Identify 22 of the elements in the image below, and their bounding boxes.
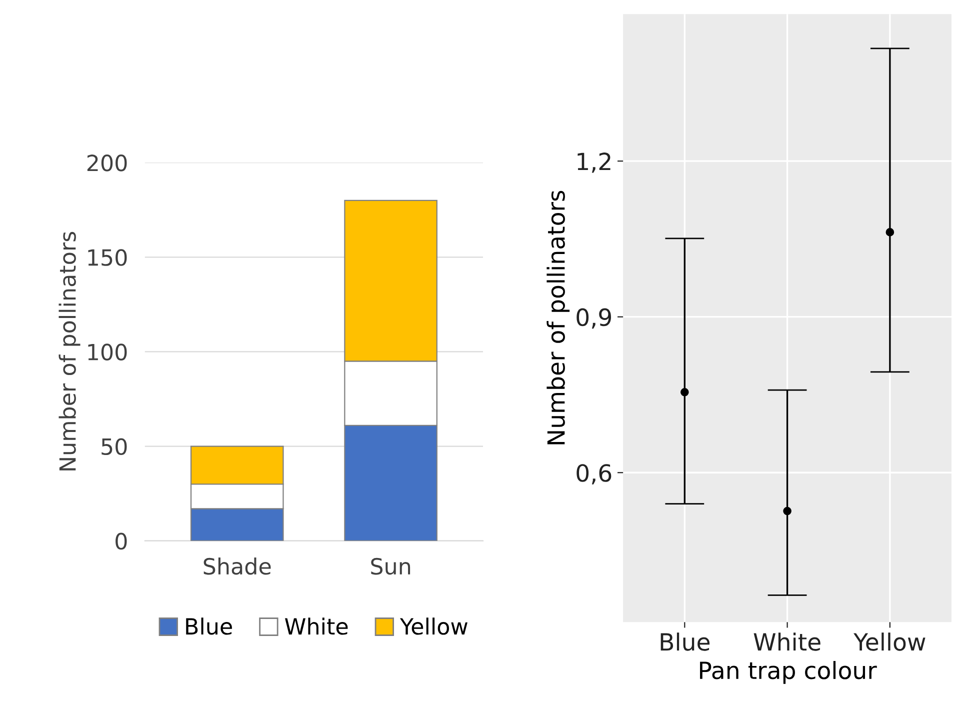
legend-label: White (284, 618, 348, 635)
y-tick-label: 50 (102, 438, 127, 456)
x-tick-label: Yellow (854, 632, 926, 651)
x-tick-label: Blue (660, 632, 710, 651)
x-tick-label: Sun (371, 558, 410, 575)
x-tick-label: White (754, 632, 820, 651)
y-axis-title: Number of pollinators (546, 190, 570, 444)
y-tick-label: 100 (88, 344, 127, 360)
y-tick-label: 0 (116, 532, 127, 550)
point (680, 388, 689, 396)
legend-label: Blue (186, 618, 232, 635)
y-tick-label: 200 (87, 154, 127, 172)
legend-label: Yellow (400, 618, 468, 635)
point (886, 228, 894, 236)
y-tick-label: 0,9 (576, 308, 611, 329)
point (783, 506, 792, 516)
y-tick-label: 1,2 (578, 152, 610, 173)
x-tick-label: Shade (204, 558, 271, 575)
y-axis-title: Number of pollinators (58, 232, 80, 470)
y-tick-label: 150 (88, 249, 127, 266)
y-tick-label: 0,6 (576, 464, 612, 484)
x-axis-title: Pan trap colour (700, 660, 877, 684)
